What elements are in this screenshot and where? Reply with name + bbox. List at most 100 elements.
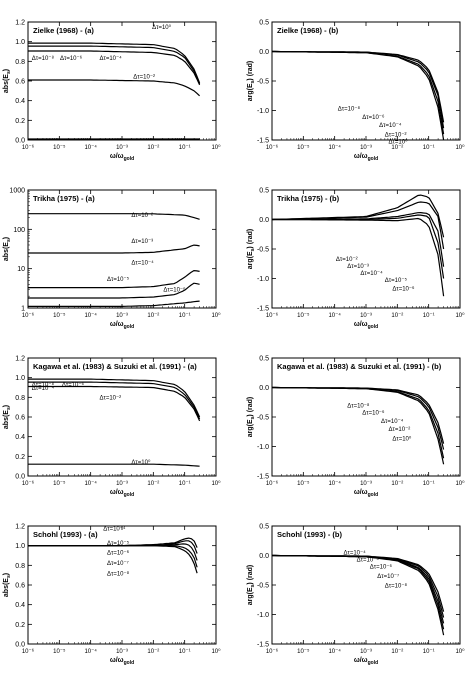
x-tick-label: 10⁻⁵ <box>53 648 66 655</box>
series-line <box>28 79 201 97</box>
x-tick-label: 10⁻¹ <box>423 313 435 319</box>
x-tick-label: 10⁰ <box>211 144 221 151</box>
annotation-label: Δτ=10⁰ <box>131 459 151 466</box>
x-tick-label: 10⁻⁵ <box>297 648 310 655</box>
x-axis-label: ω/ωgold <box>354 657 378 666</box>
x-tick-label: 10⁻² <box>391 481 403 487</box>
y-tick-label: -0.5 <box>257 79 269 86</box>
y-tick-label: 1.0 <box>15 39 25 46</box>
series-line <box>28 378 201 418</box>
y-tick-label: 1.2 <box>15 20 25 27</box>
x-tick-label: 10⁰ <box>455 480 465 487</box>
annotation-label: Δτ=10⁻⁵ <box>107 540 130 547</box>
annotation-label: Δτ=10⁻³ <box>131 239 153 245</box>
y-tick-label: 0.4 <box>15 434 25 441</box>
y-axis-label: abs(Es) <box>3 573 12 597</box>
x-tick-label: 10⁰ <box>455 648 465 655</box>
annotation-label: Δτ=10⁻⁴ <box>131 259 154 266</box>
annotation-label: Δτ=10⁰ <box>389 139 409 146</box>
panel-trikha-a: 10⁻⁶ 10⁻⁵ 10⁻⁴ 10⁻³ 10⁻² 10⁻¹ 10⁰ 1 10 100 1000 Tri… <box>3 188 221 331</box>
series-group <box>272 194 445 297</box>
panel-title: Kagawa et al. (1983) & Suzuki et al. (19… <box>33 362 197 371</box>
series-line <box>272 201 445 250</box>
x-tick-label: 10⁻⁴ <box>328 648 341 655</box>
y-axis-label: arg(Es) (rad) <box>247 61 256 102</box>
series-line <box>272 386 445 450</box>
y-tick-label: -1.0 <box>257 612 269 619</box>
x-tick-label: 10⁻⁵ <box>297 144 310 151</box>
annotation-label: Δτ=10⁻⁴ <box>381 418 404 425</box>
annotation-label: Δτ=10⁻³ <box>347 264 369 270</box>
panel-kagawa-a: 10⁻⁶ 10⁻⁵ 10⁻⁴ 10⁻³ 10⁻² 10⁻¹ 10⁰ 0.0 0.2 0.4 0.6 0… <box>3 356 221 499</box>
x-tick-label: 10⁻³ <box>116 145 128 151</box>
x-tick-label: 10⁻⁶ <box>266 312 279 319</box>
annotation-label: Δτ=10⁻⁶ <box>62 381 85 388</box>
annotation-label: Δτ=10⁻⁴ <box>379 122 402 129</box>
series-group <box>28 42 201 140</box>
y-tick-label: 100 <box>13 227 25 234</box>
annotation-label: Δτ=10⁻² <box>99 395 121 401</box>
y-tick-label: 0.0 <box>259 217 269 224</box>
x-axis-label: ω/ωgold <box>110 321 134 330</box>
x-tick-label: 10⁻⁴ <box>84 312 97 319</box>
annotation-label: Δτ=10⁻⁵ <box>385 277 408 284</box>
panel-title: Trikha (1975) - (a) <box>33 194 95 203</box>
series-line <box>272 50 445 140</box>
panel-trikha-b: 10⁻⁶ 10⁻⁵ 10⁻⁴ 10⁻³ 10⁻² 10⁻¹ 10⁰ -1.5 -1.0 -0.5 0… <box>247 188 465 331</box>
series-group <box>272 50 445 140</box>
series-line <box>272 386 445 465</box>
panel-title: Kagawa et al. (1983) & Suzuki et al. (19… <box>277 362 442 371</box>
y-axis-label: abs(Es) <box>3 405 12 429</box>
x-tick-label: 10⁻² <box>147 313 159 319</box>
y-tick-label: 1.2 <box>15 356 25 363</box>
x-tick-label: 10⁻³ <box>360 481 372 487</box>
y-tick-label: 0.6 <box>15 79 25 86</box>
x-tick-label: 10⁻² <box>391 313 403 319</box>
x-tick-label: 10⁻⁴ <box>84 648 97 655</box>
x-axis-label: ω/ωgold <box>110 489 134 498</box>
annotation-label: Δτ=10⁻⁶ <box>392 285 415 292</box>
x-tick-label: 10⁻⁴ <box>84 144 97 151</box>
x-tick-label: 10⁻⁶ <box>266 480 279 487</box>
y-axis-label: abs(Es) <box>3 237 12 261</box>
x-axis-label: ω/ωgold <box>354 489 378 498</box>
x-tick-label: 10⁻⁶ <box>22 144 35 151</box>
x-axis-label: ω/ωgold <box>354 153 378 162</box>
annotation-label: Δτ=10⁻² <box>131 213 153 219</box>
x-tick-label: 10⁻² <box>391 145 403 151</box>
series-line <box>28 50 201 86</box>
x-tick-label: 10⁻¹ <box>179 649 191 655</box>
annotation-label: Δτ=10⁻² <box>385 132 407 138</box>
y-tick-label: 1 <box>21 306 25 313</box>
series-line <box>28 269 200 289</box>
plot-frame <box>27 189 217 309</box>
annotation-label: Δτ=10⁻⁴ <box>343 549 366 556</box>
series-line <box>272 386 445 459</box>
x-tick-label: 10⁻¹ <box>423 145 435 151</box>
y-tick-label: 0.4 <box>15 98 25 105</box>
y-axis-label: arg(Es) (rad) <box>247 397 256 438</box>
x-tick-label: 10⁰ <box>211 648 221 655</box>
x-tick-label: 10⁻³ <box>360 313 372 319</box>
y-tick-label: -1.0 <box>257 444 269 451</box>
annotation-label: Δτ=10⁻² <box>133 75 155 81</box>
series-line <box>28 244 200 254</box>
y-tick-label: 0.6 <box>15 583 25 590</box>
panel-kagawa-b: 10⁻⁶ 10⁻⁵ 10⁻⁴ 10⁻³ 10⁻² 10⁻¹ 10⁰ -1.5 -1.0 -0.5 0… <box>247 356 465 499</box>
x-tick-label: 10⁻⁵ <box>297 480 310 487</box>
annotation-label: Δτ=10⁰ <box>392 436 412 443</box>
annotation-label: Δτ=10⁻⁸ <box>32 381 55 388</box>
x-axis-label: ω/ωgold <box>110 153 134 162</box>
x-axis-label: ω/ωgold <box>354 321 378 330</box>
y-tick-label: -0.5 <box>257 247 269 254</box>
annotation-label: Δτ=10⁻⁵ <box>107 276 130 283</box>
x-tick-label: 10⁻² <box>391 649 403 655</box>
annotation-label: Δτ=10⁻⁵ <box>357 556 380 563</box>
x-tick-label: 10⁻³ <box>116 481 128 487</box>
panel-zielke-a: 10⁻⁶ 10⁻⁵ 10⁻⁴ 10⁻³ 10⁻² 10⁻¹ 10⁰ 0.0 0.2 0.4 0.6 0… <box>3 20 221 163</box>
x-tick-label: 10⁻¹ <box>179 481 191 487</box>
series-line <box>28 42 201 84</box>
y-tick-label: 0.5 <box>259 524 269 531</box>
x-tick-label: 10⁻³ <box>360 145 372 151</box>
